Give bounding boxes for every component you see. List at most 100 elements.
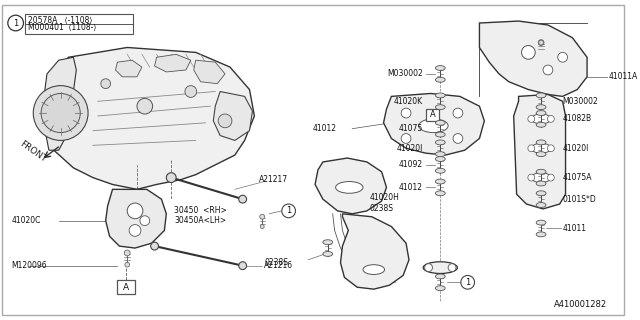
Ellipse shape [531,143,551,153]
Polygon shape [115,60,142,77]
Ellipse shape [536,181,546,186]
Ellipse shape [435,191,445,196]
Text: A21217: A21217 [259,175,289,184]
Ellipse shape [323,252,333,256]
Ellipse shape [435,105,445,110]
Ellipse shape [323,240,333,244]
Circle shape [461,276,474,289]
Circle shape [547,145,554,152]
Circle shape [125,262,129,267]
Circle shape [539,40,543,45]
Ellipse shape [536,93,546,98]
Circle shape [425,264,433,272]
Ellipse shape [536,140,546,145]
Circle shape [185,86,196,97]
Ellipse shape [536,111,546,116]
Ellipse shape [435,132,445,137]
Polygon shape [479,21,587,96]
Text: M120096: M120096 [12,261,47,270]
Ellipse shape [423,262,458,274]
Text: A: A [123,283,129,292]
Ellipse shape [435,274,445,279]
Text: 41075: 41075 [399,124,422,133]
Polygon shape [340,214,409,289]
Ellipse shape [531,173,551,182]
Text: 1: 1 [465,278,470,287]
Circle shape [448,264,456,272]
Ellipse shape [536,105,546,110]
Text: 41075A: 41075A [563,173,592,182]
Circle shape [401,133,411,143]
Circle shape [140,216,150,226]
Ellipse shape [536,203,546,207]
Circle shape [127,203,143,219]
Circle shape [547,174,554,181]
Circle shape [282,204,296,218]
Ellipse shape [435,286,445,291]
Text: 0238S: 0238S [265,258,289,267]
Ellipse shape [435,93,445,98]
Polygon shape [155,54,191,72]
Circle shape [239,195,246,203]
Circle shape [166,173,176,182]
Circle shape [538,40,544,45]
Text: 41020K: 41020K [394,97,422,106]
Ellipse shape [363,265,385,275]
Circle shape [557,52,568,62]
Bar [26,14,133,34]
Ellipse shape [536,152,546,156]
Text: 41082B: 41082B [563,115,592,124]
Circle shape [8,15,24,31]
Circle shape [543,65,553,75]
Circle shape [453,133,463,143]
Text: 0238S: 0238S [370,204,394,213]
Text: M030002: M030002 [387,69,422,78]
Circle shape [137,98,152,114]
Polygon shape [315,158,387,214]
Polygon shape [194,60,225,84]
Text: M000401  ⟨1108-⟩: M000401 ⟨1108-⟩ [28,23,97,32]
Text: 30450A<LH>: 30450A<LH> [174,216,227,225]
Ellipse shape [536,169,546,174]
Ellipse shape [435,66,445,70]
Circle shape [100,79,111,89]
Ellipse shape [435,179,445,184]
Circle shape [260,214,265,219]
Text: 41020H: 41020H [370,193,400,202]
Ellipse shape [335,181,363,193]
Ellipse shape [435,77,445,82]
Ellipse shape [419,119,448,132]
Text: M030002: M030002 [563,97,598,106]
Text: 30450  <RH>: 30450 <RH> [174,206,227,215]
Polygon shape [514,94,566,209]
Bar [117,280,135,294]
Polygon shape [383,93,484,155]
Circle shape [150,242,159,250]
Text: 1: 1 [286,206,291,215]
Text: 1: 1 [13,19,19,28]
Circle shape [453,108,463,118]
Polygon shape [106,189,166,248]
Text: 41012: 41012 [399,183,422,192]
Polygon shape [44,57,76,150]
Text: 41020I: 41020I [396,144,422,153]
Circle shape [129,225,141,236]
Circle shape [239,262,246,269]
Circle shape [33,86,88,140]
Polygon shape [44,47,254,189]
Bar [426,109,439,121]
Circle shape [260,225,264,228]
Ellipse shape [435,168,445,173]
Ellipse shape [536,122,546,127]
Circle shape [41,93,80,132]
Ellipse shape [536,191,546,196]
Text: A: A [429,110,435,119]
Ellipse shape [536,232,546,237]
Text: 41092: 41092 [399,160,422,169]
Text: A21216: A21216 [264,261,293,270]
Circle shape [218,114,232,128]
Ellipse shape [435,120,445,125]
Text: 20578A   ⟨-1108⟩: 20578A ⟨-1108⟩ [28,16,93,25]
Circle shape [124,250,130,256]
Circle shape [528,174,535,181]
